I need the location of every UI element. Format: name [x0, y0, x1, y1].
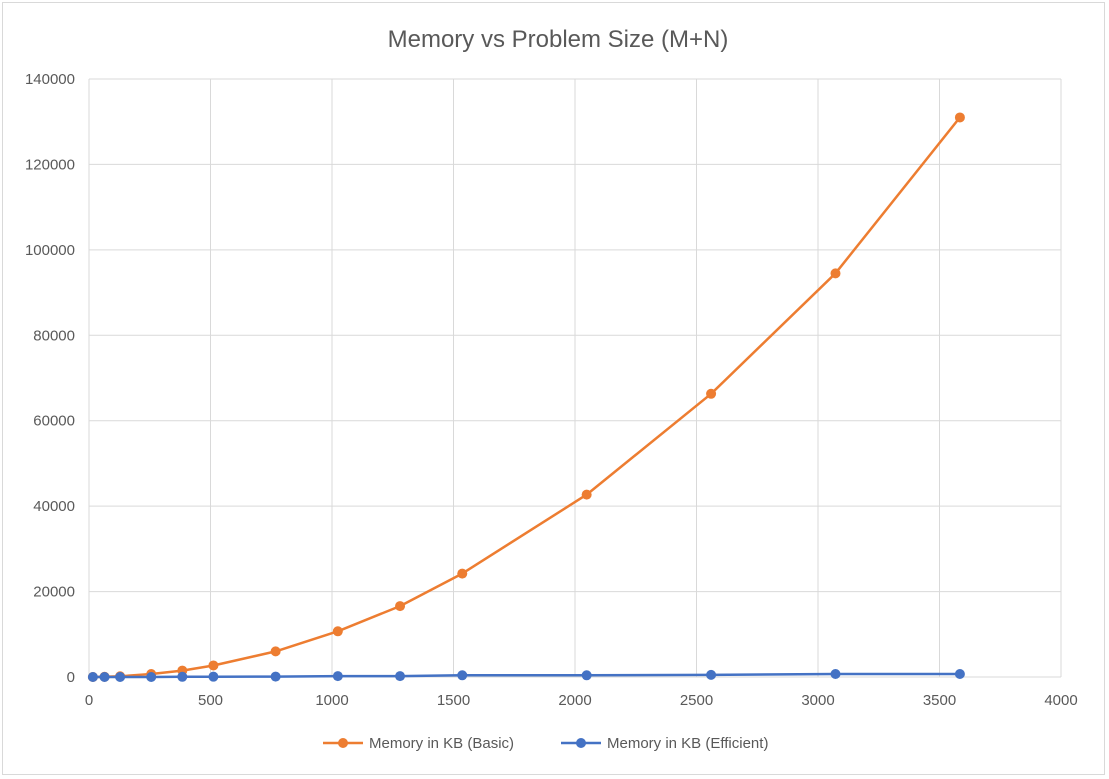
- data-point-series-1: [395, 671, 406, 682]
- x-tick-label: 2000: [558, 692, 591, 709]
- data-point-series-1: [146, 672, 157, 682]
- y-tick-label: 80000: [33, 327, 75, 344]
- x-tick-label: 4000: [1044, 692, 1077, 709]
- series-layer: [87, 112, 965, 682]
- data-point-series-1: [87, 672, 98, 682]
- data-point-series-0: [270, 646, 281, 657]
- data-point-series-1: [99, 672, 110, 682]
- data-point-series-1: [706, 669, 717, 680]
- x-tick-label: 1000: [315, 692, 348, 709]
- data-point-series-0: [581, 489, 592, 500]
- data-point-series-0: [457, 568, 468, 579]
- legend: Memory in KB (Basic) Memory in KB (Effici…: [323, 735, 768, 752]
- x-tick-label: 3000: [801, 692, 834, 709]
- y-tick-label: 100000: [25, 242, 75, 259]
- data-point-series-1: [208, 671, 219, 682]
- data-point-series-0: [706, 388, 717, 399]
- data-point-series-0: [332, 626, 343, 637]
- x-tick-label: 3500: [923, 692, 956, 709]
- x-tick-label: 2500: [680, 692, 713, 709]
- chart-title: Memory vs Problem Size (M+N): [388, 26, 729, 53]
- data-point-series-0: [208, 660, 219, 671]
- legend-marker-0: [338, 738, 348, 748]
- y-tick-label: 120000: [25, 156, 75, 173]
- data-point-series-1: [457, 670, 468, 681]
- legend-marker-1: [576, 738, 586, 748]
- data-point-series-1: [270, 671, 281, 682]
- data-point-series-1: [830, 669, 841, 680]
- chart: Memory vs Problem Size (M+N) 0 500 1000 150…: [25, 26, 1078, 752]
- legend-label-0: Memory in KB (Basic): [369, 735, 514, 752]
- data-point-series-1: [177, 671, 188, 682]
- data-point-series-0: [954, 112, 965, 123]
- y-tick-label: 40000: [33, 498, 75, 515]
- x-tick-label: 500: [198, 692, 223, 709]
- data-point-series-0: [395, 601, 406, 612]
- x-tick-label: 1500: [437, 692, 470, 709]
- y-tick-label: 140000: [25, 71, 75, 88]
- legend-label-1: Memory in KB (Efficient): [607, 735, 768, 752]
- data-point-series-1: [581, 670, 592, 681]
- y-tick-label: 60000: [33, 413, 75, 430]
- data-point-series-1: [115, 672, 126, 682]
- data-point-series-0: [830, 268, 841, 279]
- x-tick-label: 0: [85, 692, 93, 709]
- series-line-0: [92, 116, 961, 679]
- y-tick-label: 0: [67, 669, 75, 686]
- axes: 0 500 1000 1500 2000 2500 3000 3500 400002000040…: [25, 71, 1078, 709]
- y-tick-label: 20000: [33, 584, 75, 601]
- data-point-series-1: [332, 671, 343, 682]
- gridlines: [88, 78, 1062, 678]
- data-point-series-1: [954, 669, 965, 680]
- series-line-1: [92, 672, 960, 679]
